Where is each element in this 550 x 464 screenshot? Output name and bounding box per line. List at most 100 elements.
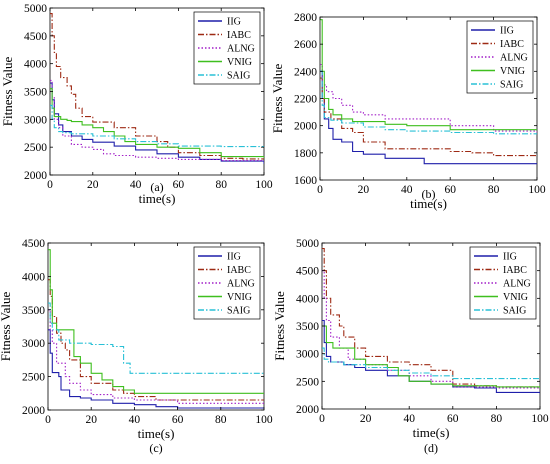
y-tick-label: 2600 — [294, 39, 317, 51]
series-line-alng — [50, 79, 264, 162]
legend-label-vnig: VNIG — [500, 66, 525, 77]
x-tick-label: 100 — [255, 414, 273, 426]
x-tick-label: 0 — [45, 414, 51, 426]
series-line-vnig — [48, 249, 264, 394]
chart-panel: 0 20 40 60 80 100 2000 2500 3000 3500 4000 4500 time… — [0, 238, 273, 455]
y-tick-label: 2000 — [296, 404, 319, 416]
legend-label-iig: IIG — [500, 26, 514, 37]
chart-panel: 0 20 40 60 80 100 2000 2500 3000 3500 4000 4500 5000… — [272, 238, 549, 455]
chart-panel: 0 20 40 60 80 100 2000 2500 3000 3500 4000 4500 5000… — [0, 3, 273, 206]
y-axis-label: Fitness Value — [0, 57, 15, 127]
y-tick-label: 4000 — [22, 271, 45, 283]
x-tick-label: 80 — [488, 184, 500, 196]
legend-label-vnig: VNIG — [227, 292, 252, 303]
legend: IIG IABC ALNG VNIG SAIG — [466, 20, 534, 94]
y-tick-label: 2800 — [294, 12, 317, 24]
x-tick-label: 60 — [447, 413, 459, 425]
x-axis-label: time(s) — [139, 191, 176, 206]
subplot-caption: (c) — [149, 441, 162, 455]
y-tick-label: 5000 — [24, 3, 47, 15]
x-tick-label: 80 — [215, 179, 227, 191]
y-tick-label: 3500 — [24, 87, 47, 99]
legend-label-saig: SAIG — [500, 80, 523, 91]
x-axis-label: time(s) — [413, 425, 450, 440]
x-tick-label: 20 — [360, 413, 372, 425]
y-tick-label: 3000 — [296, 349, 319, 361]
x-tick-label: 60 — [444, 184, 456, 196]
legend-label-iig: IIG — [503, 252, 517, 263]
x-axis-label: time(s) — [410, 196, 447, 211]
x-tick-label: 0 — [47, 179, 53, 191]
x-tick-label: 100 — [528, 184, 546, 196]
subplot-caption: (a) — [150, 180, 163, 194]
legend-label-iabc: IABC — [503, 265, 527, 276]
y-axis-label: Fitness Value — [0, 292, 13, 362]
y-tick-label: 4000 — [24, 59, 47, 71]
legend: IIG IABC ALNG VNIG SAIG — [469, 246, 537, 320]
y-tick-label: 1800 — [294, 148, 317, 160]
x-tick-label: 100 — [255, 179, 273, 191]
legend-label-alng: ALNG — [503, 279, 531, 290]
y-tick-label: 2500 — [24, 142, 47, 154]
series-line-alng — [48, 309, 264, 405]
subplot-caption: (b) — [422, 187, 436, 201]
x-tick-label: 100 — [531, 413, 549, 425]
y-axis-label: Fitness Value — [270, 64, 285, 134]
y-tick-label: 3500 — [22, 305, 45, 317]
legend-label-iig: IIG — [227, 17, 241, 28]
x-tick-label: 60 — [172, 414, 184, 426]
y-tick-label: 2200 — [294, 94, 317, 106]
series-line-vnig — [322, 325, 540, 388]
series-line-iig — [48, 329, 264, 409]
series-line-saig — [320, 70, 537, 135]
x-axis-label: time(s) — [138, 426, 175, 441]
series-group — [50, 13, 264, 164]
legend-label-vnig: VNIG — [227, 57, 252, 68]
x-tick-label: 80 — [491, 413, 503, 425]
chart-panel: 0 20 40 60 80 100 1600 1800 2000 2200 2400 2600 2800… — [270, 12, 546, 211]
series-line-vnig — [50, 88, 264, 159]
y-tick-label: 2400 — [294, 66, 317, 78]
subplot-caption: (d) — [424, 441, 438, 455]
legend-label-iabc: IABC — [227, 30, 251, 41]
y-tick-label: 2500 — [296, 376, 319, 388]
series-group — [48, 249, 264, 409]
x-tick-label: 40 — [401, 184, 413, 196]
y-tick-label: 2000 — [294, 121, 317, 133]
legend-label-saig: SAIG — [227, 306, 250, 317]
y-tick-label: 4500 — [22, 238, 45, 250]
x-tick-label: 40 — [130, 179, 142, 191]
series-line-vnig — [320, 19, 537, 131]
x-tick-label: 40 — [129, 414, 141, 426]
legend-label-iabc: IABC — [500, 39, 524, 50]
legend-label-saig: SAIG — [503, 306, 526, 317]
y-tick-label: 3000 — [22, 338, 45, 350]
legend-label-vnig: VNIG — [503, 292, 528, 303]
legend-label-alng: ALNG — [227, 279, 255, 290]
y-tick-label: 4500 — [24, 31, 47, 43]
series-line-saig — [50, 104, 264, 148]
series-line-iabc — [322, 247, 540, 388]
legend-label-iabc: IABC — [227, 265, 251, 276]
y-tick-label: 3500 — [296, 321, 319, 333]
x-tick-label: 80 — [215, 414, 227, 426]
series-line-saig — [322, 347, 540, 380]
y-tick-label: 2000 — [24, 170, 47, 182]
x-tick-label: 20 — [358, 184, 370, 196]
y-tick-label: 4000 — [296, 293, 319, 305]
y-tick-label: 4500 — [296, 266, 319, 278]
y-tick-label: 2000 — [22, 405, 45, 417]
legend-label-alng: ALNG — [227, 44, 255, 55]
x-tick-label: 40 — [403, 413, 415, 425]
y-tick-label: 2500 — [22, 372, 45, 384]
series-line-alng — [322, 270, 540, 389]
legend-label-saig: SAIG — [227, 71, 250, 82]
x-tick-label: 0 — [319, 413, 325, 425]
series-group — [322, 247, 540, 394]
series-line-iig — [50, 82, 264, 164]
x-tick-label: 20 — [85, 414, 97, 426]
x-tick-label: 20 — [87, 179, 99, 191]
y-axis-label: Fitness Value — [272, 291, 287, 361]
series-group — [320, 19, 537, 165]
